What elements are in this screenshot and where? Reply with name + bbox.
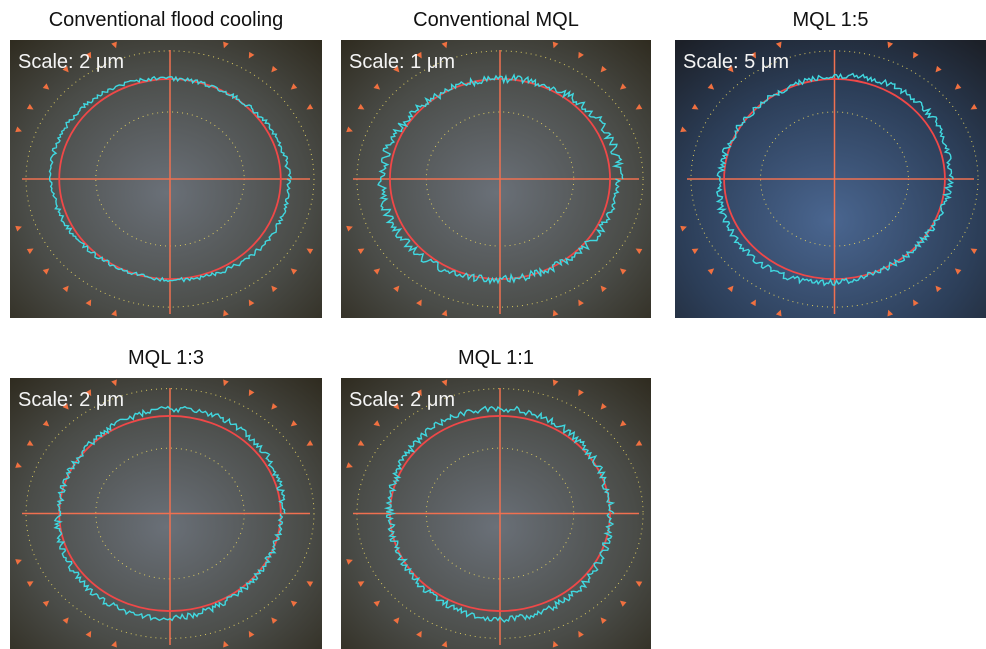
panel-title: MQL 1:1 <box>458 347 534 369</box>
scale-label: Scale: 5 μm <box>683 51 789 73</box>
scale-label: Scale: 2 μm <box>349 389 455 411</box>
panel-title: Conventional MQL <box>413 9 579 31</box>
panel: Conventional MQL Scale: 1 μm <box>341 9 651 318</box>
panel: MQL 1:5Scale: 5 μm <box>675 9 986 318</box>
scale-label: Scale: 1 μm <box>349 51 455 73</box>
panel-title: MQL 1:3 <box>128 347 204 369</box>
scale-label: Scale: 2 μm <box>18 51 124 73</box>
scale-label: Scale: 2 μm <box>18 389 124 411</box>
panel-title: MQL 1:5 <box>793 9 869 31</box>
figure: Conventional flood coolingScale: 2 μmCon… <box>0 0 986 649</box>
panel: Conventional flood cooling Scale: 2 μm <box>10 9 322 318</box>
panel-title: Conventional flood cooling <box>49 9 284 31</box>
